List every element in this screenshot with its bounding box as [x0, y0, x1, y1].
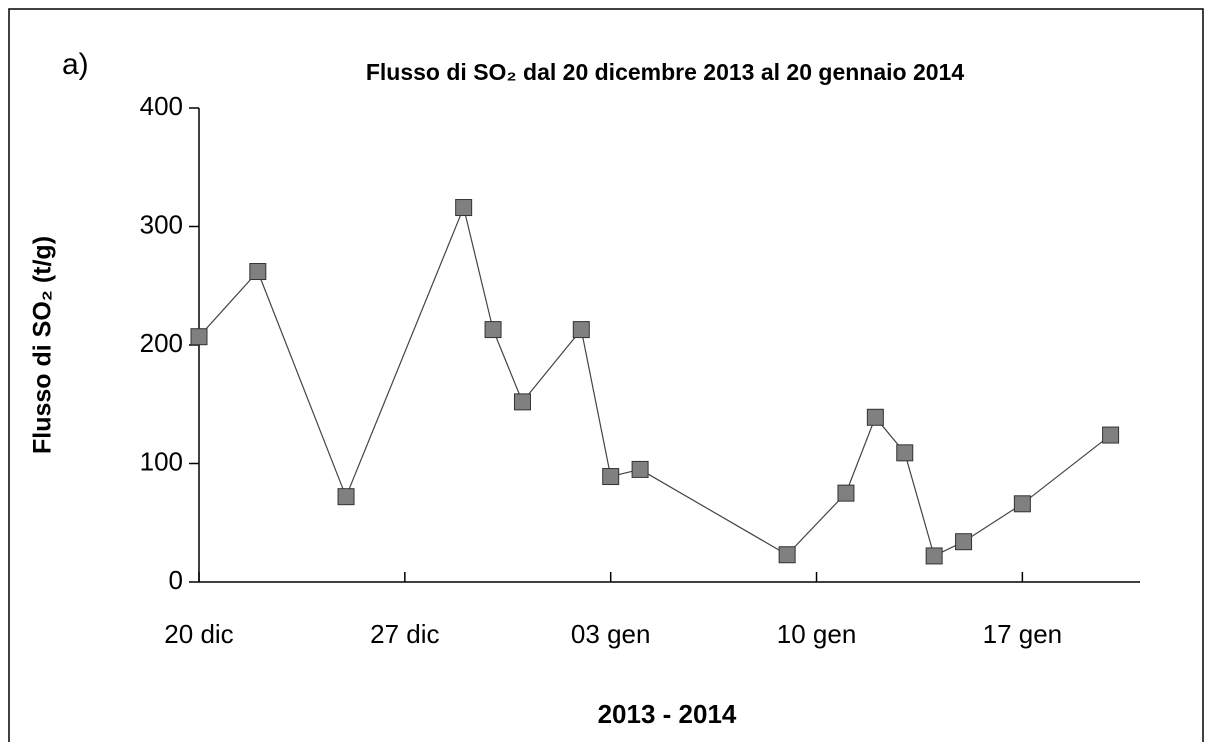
- panel-label: a): [62, 48, 89, 81]
- marker: [602, 468, 620, 486]
- x-tick-label: 17 gen: [983, 619, 1063, 649]
- y-tick-label: 300: [140, 209, 183, 239]
- marker: [866, 408, 884, 426]
- x-tick-label: 27 dic: [370, 619, 439, 649]
- x-tick-label: 10 gen: [777, 619, 857, 649]
- x-axis-label: 2013 - 2014: [598, 699, 737, 729]
- marker: [455, 199, 473, 217]
- x-tick-label: 03 gen: [571, 619, 651, 649]
- marker: [778, 546, 796, 564]
- marker: [1013, 495, 1031, 513]
- marker: [572, 321, 590, 339]
- marker: [1102, 426, 1120, 444]
- marker: [837, 484, 855, 502]
- marker: [249, 263, 267, 281]
- y-tick-label: 0: [169, 565, 183, 595]
- marker: [190, 328, 208, 346]
- y-tick-label: 200: [140, 328, 183, 358]
- marker: [896, 444, 914, 462]
- marker: [337, 488, 355, 506]
- marker: [631, 460, 649, 478]
- y-axis-label: Flusso di SO₂ (t/g): [29, 236, 57, 454]
- marker: [513, 393, 531, 411]
- y-tick-label: 100: [140, 446, 183, 476]
- y-tick-label: 400: [140, 91, 183, 121]
- marker: [925, 547, 943, 565]
- marker: [955, 533, 973, 551]
- chart-title: Flusso di SO₂ dal 20 dicembre 2013 al 20…: [366, 59, 964, 85]
- frame: [8, 8, 1204, 747]
- marker: [484, 321, 502, 339]
- x-tick-label: 20 dic: [164, 619, 233, 649]
